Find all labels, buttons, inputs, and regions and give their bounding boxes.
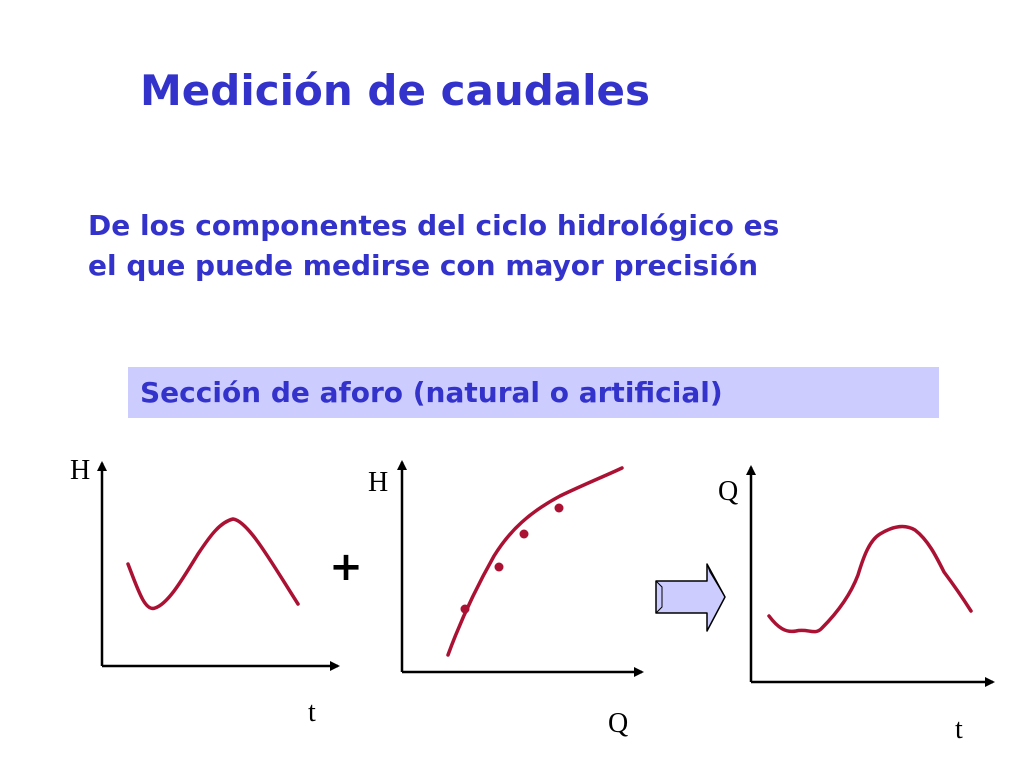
measurement-point	[494, 562, 504, 572]
hydrograph-curve	[767, 524, 973, 634]
graph-h-vs-q: H Q	[368, 460, 644, 739]
slide-title: Medición de caudales	[140, 66, 651, 115]
measurement-point	[554, 503, 564, 513]
graph-h-vs-t: H t	[70, 455, 340, 728]
measurement-point	[460, 604, 470, 614]
plus-sign: +	[329, 544, 363, 590]
middle-y-label: H	[368, 467, 388, 498]
slide-subtitle: De los componentes del ciclo hidrológico…	[88, 206, 968, 286]
left-y-label: H	[70, 455, 90, 486]
right-x-label: t	[955, 714, 963, 745]
left-x-label: t	[308, 697, 316, 728]
left-stage-curve	[126, 517, 300, 611]
subtitle-line-2: el que puede medirse con mayor precisión	[88, 249, 759, 282]
measurement-point	[519, 529, 529, 539]
graph-q-vs-t: Q t	[718, 465, 995, 745]
right-y-label: Q	[718, 476, 738, 507]
subtitle-line-1: De los componentes del ciclo hidrológico…	[88, 209, 780, 242]
right-arrow-icon	[655, 563, 726, 632]
section-label-box: Sección de aforo (natural o artificial)	[128, 367, 939, 418]
rating-curve	[446, 466, 624, 657]
middle-x-label: Q	[608, 708, 628, 739]
